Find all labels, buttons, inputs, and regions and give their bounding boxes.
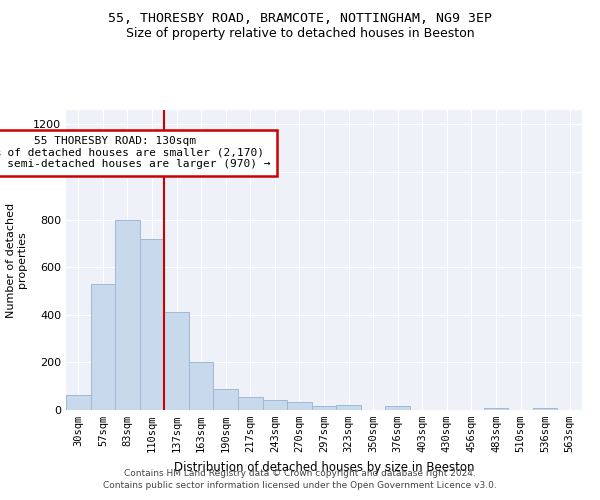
Text: 55 THORESBY ROAD: 130sqm
← 69% of detached houses are smaller (2,170)
31% of sem: 55 THORESBY ROAD: 130sqm ← 69% of detach… [0,136,271,170]
Bar [140,238,164,410]
Text: Contains public sector information licensed under the Open Government Licence v3: Contains public sector information licen… [103,481,497,490]
Text: Contains HM Land Registry data © Crown copyright and database right 2024.: Contains HM Land Registry data © Crown c… [124,468,476,477]
Bar [66,394,91,410]
Bar [238,397,263,410]
Bar [214,388,238,410]
X-axis label: Distribution of detached houses by size in Beeston: Distribution of detached houses by size … [174,460,474,473]
Bar [263,400,287,410]
Bar [189,362,214,410]
Y-axis label: Number of detached
properties: Number of detached properties [6,202,28,318]
Bar [385,406,410,410]
Text: 55, THORESBY ROAD, BRAMCOTE, NOTTINGHAM, NG9 3EP: 55, THORESBY ROAD, BRAMCOTE, NOTTINGHAM,… [108,12,492,26]
Bar [533,408,557,410]
Bar [312,406,336,410]
Text: Size of property relative to detached houses in Beeston: Size of property relative to detached ho… [125,28,475,40]
Bar [115,220,140,410]
Bar [164,312,189,410]
Bar [287,402,312,410]
Bar [484,408,508,410]
Bar [336,405,361,410]
Bar [91,284,115,410]
